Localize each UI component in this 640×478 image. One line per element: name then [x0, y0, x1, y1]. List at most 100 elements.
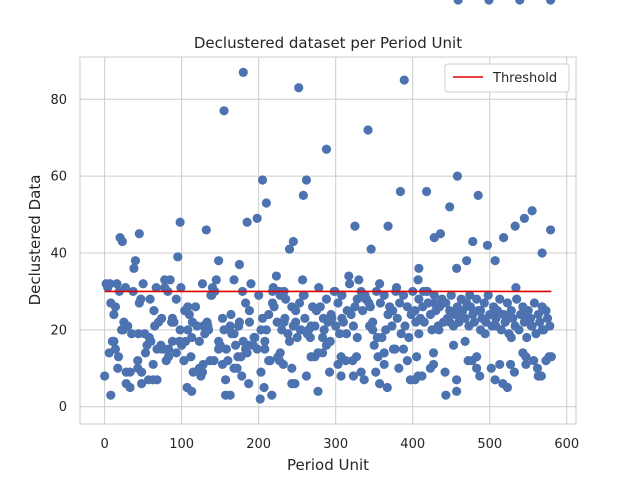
- data-point: [491, 321, 501, 331]
- data-point: [460, 336, 470, 346]
- x-tick-label: 200: [246, 437, 271, 452]
- x-tick-label: 500: [477, 437, 502, 452]
- data-point: [372, 332, 382, 343]
- data-point: [315, 302, 325, 312]
- data-point: [358, 306, 368, 316]
- data-point: [321, 340, 332, 350]
- data-point: [264, 309, 274, 320]
- data-point: [379, 359, 389, 370]
- data-point: [287, 379, 297, 389]
- data-point: [414, 263, 424, 273]
- data-point: [354, 275, 364, 285]
- data-point: [483, 290, 493, 300]
- data-point: [351, 352, 362, 362]
- data-point: [272, 317, 282, 327]
- data-point: [364, 321, 375, 331]
- data-point: [512, 294, 522, 304]
- data-point: [402, 355, 412, 366]
- data-point: [404, 332, 414, 343]
- data-point: [201, 225, 211, 235]
- data-point: [275, 348, 285, 358]
- data-point: [429, 290, 439, 300]
- x-tick-labels: 0 100 200 300 400 500 600: [101, 437, 580, 452]
- x-tick-label: 600: [554, 437, 579, 452]
- data-point: [369, 340, 379, 350]
- data-point: [324, 367, 335, 377]
- data-point: [214, 344, 224, 354]
- data-point: [187, 386, 197, 396]
- data-point: [428, 348, 439, 358]
- data-point: [445, 202, 455, 212]
- data-point: [234, 259, 245, 270]
- data-point: [482, 240, 493, 250]
- data-point: [441, 298, 451, 308]
- data-point: [129, 263, 139, 273]
- data-point: [337, 313, 347, 323]
- data-point: [398, 290, 409, 300]
- data-point: [280, 313, 290, 323]
- data-point: [305, 332, 315, 343]
- data-point: [411, 352, 422, 362]
- data-point: [133, 329, 144, 339]
- data-point: [171, 348, 181, 358]
- data-point: [541, 306, 551, 316]
- data-point: [490, 256, 500, 266]
- data-point: [221, 344, 231, 354]
- data-point: [396, 329, 406, 339]
- data-point: [173, 252, 183, 262]
- plot-frame: [79, 56, 577, 425]
- data-point: [473, 190, 483, 200]
- data-point: [331, 321, 341, 331]
- data-point: [203, 321, 213, 331]
- data-point: [502, 382, 513, 393]
- data-point: [229, 275, 239, 285]
- data-point: [113, 363, 123, 373]
- data-point: [207, 290, 217, 300]
- data-point: [395, 298, 405, 308]
- data-point: [151, 282, 161, 293]
- y-tick-label: 80: [50, 93, 67, 108]
- data-point: [344, 279, 355, 289]
- data-point: [220, 375, 231, 385]
- data-point: [190, 302, 201, 312]
- data-point: [271, 271, 281, 281]
- data-point: [284, 244, 295, 254]
- data-point: [502, 298, 513, 308]
- data-point: [510, 221, 520, 231]
- data-point: [414, 329, 424, 339]
- y-tick-label: 0: [59, 400, 67, 415]
- data-point: [260, 336, 270, 346]
- data-point: [259, 382, 269, 393]
- data-point: [300, 313, 310, 323]
- data-point: [294, 83, 304, 93]
- data-point: [140, 348, 151, 358]
- x-tick-label: 0: [101, 437, 109, 452]
- data-point: [435, 229, 446, 239]
- data-point: [490, 375, 500, 385]
- data-point: [318, 348, 328, 358]
- data-point: [267, 390, 277, 400]
- data-point: [365, 302, 375, 312]
- data-point: [232, 363, 242, 373]
- data-point: [146, 336, 156, 346]
- data-point: [533, 371, 543, 381]
- data-point: [117, 236, 127, 247]
- x-tick-label: 100: [169, 437, 194, 452]
- data-point: [541, 355, 551, 366]
- data-point: [261, 198, 271, 208]
- data-point: [382, 382, 392, 393]
- data-point: [291, 317, 301, 327]
- data-point: [375, 298, 385, 308]
- data-point: [452, 375, 462, 385]
- data-point: [321, 144, 332, 154]
- data-point: [527, 206, 537, 216]
- data-point: [346, 309, 356, 320]
- data-point: [214, 256, 224, 266]
- x-tick-label: 300: [323, 437, 348, 452]
- data-point: [480, 329, 490, 339]
- data-point: [287, 363, 297, 373]
- data-point: [105, 279, 115, 289]
- data-point: [465, 302, 476, 312]
- data-point: [187, 317, 198, 327]
- data-point: [252, 213, 262, 224]
